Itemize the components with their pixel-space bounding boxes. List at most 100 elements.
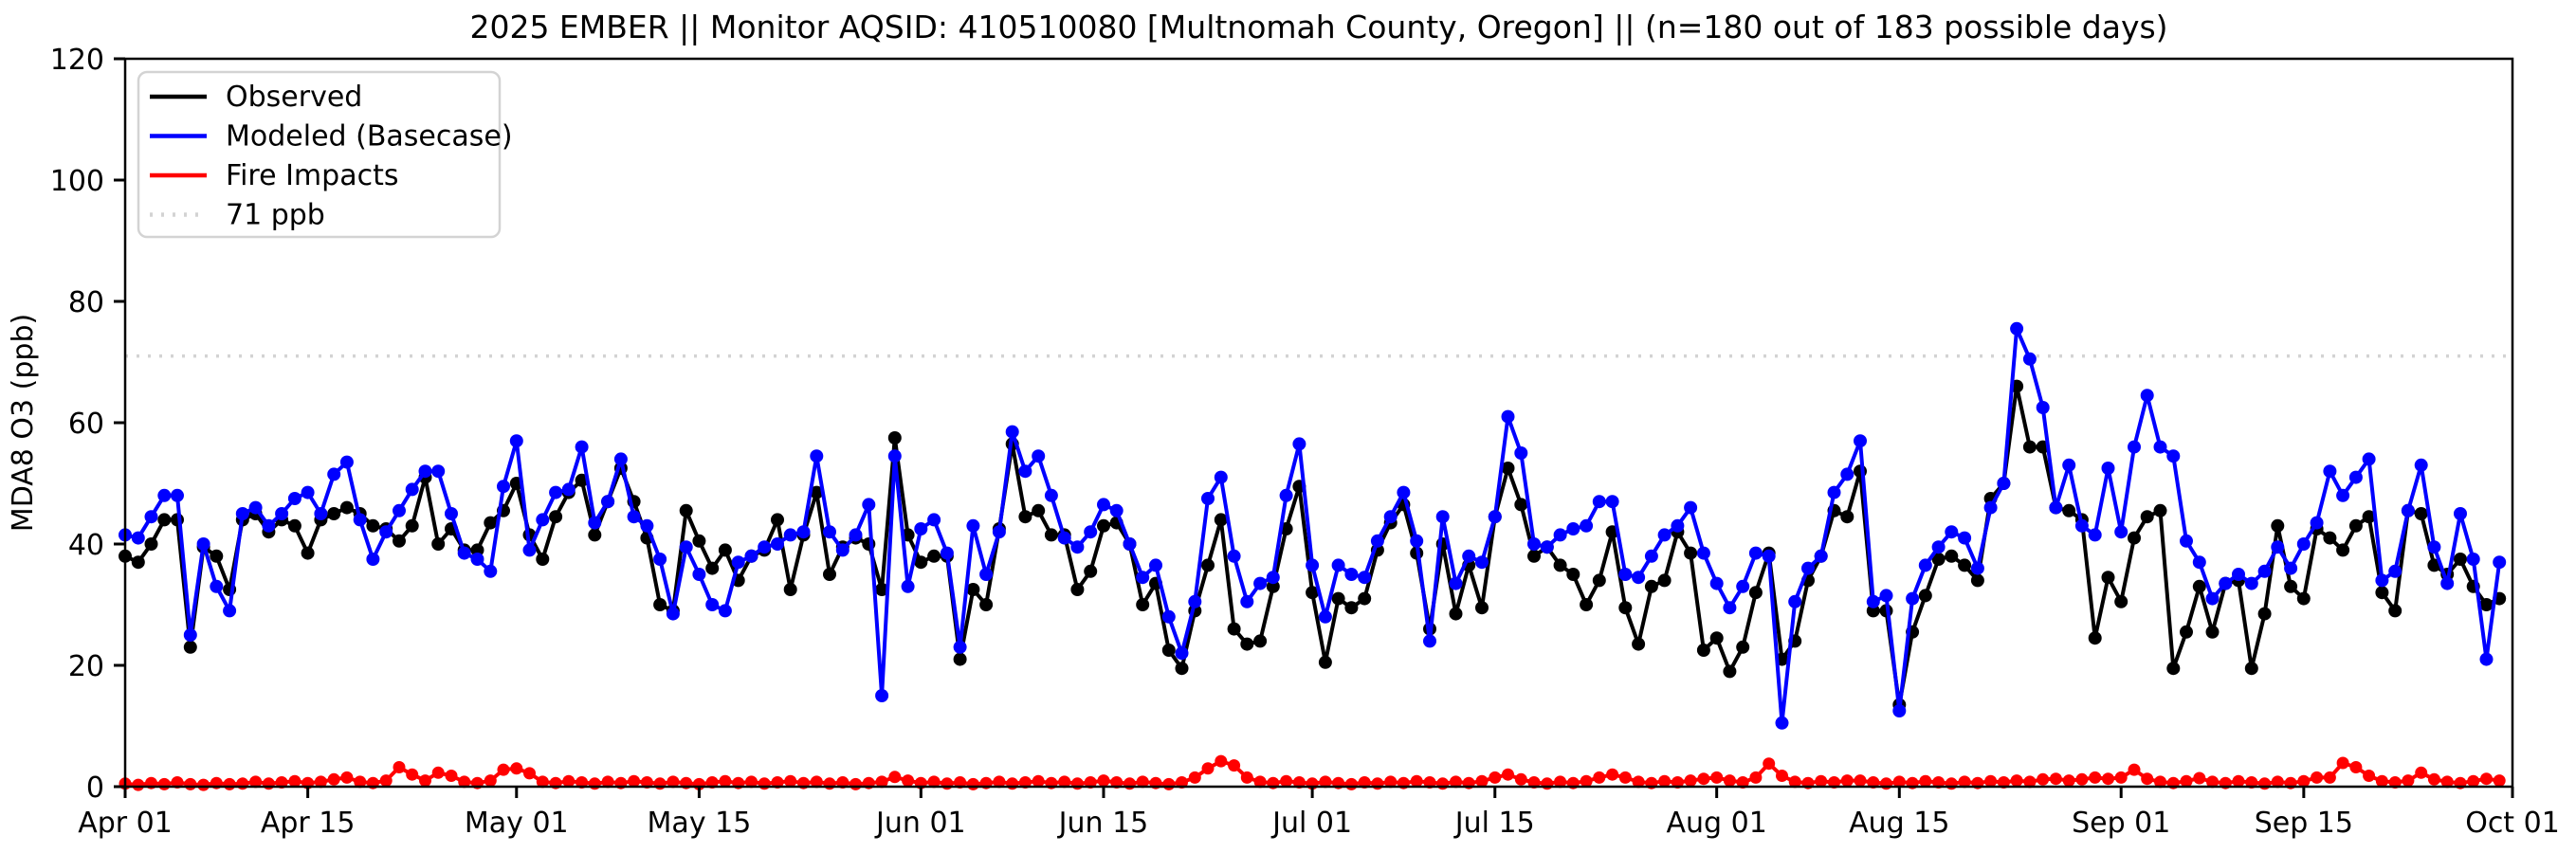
data-point	[1215, 754, 1228, 768]
data-point	[2037, 772, 2050, 786]
data-point	[1632, 571, 1646, 585]
data-point	[2493, 774, 2506, 788]
data-point	[393, 761, 406, 773]
data-point	[1228, 759, 1241, 772]
data-point	[2466, 553, 2480, 566]
data-point	[354, 775, 367, 789]
data-point	[1214, 513, 1228, 527]
data-point	[1123, 537, 1137, 551]
data-point	[2205, 591, 2220, 606]
data-point	[536, 775, 549, 789]
data-point	[1292, 437, 1306, 451]
data-point	[653, 598, 667, 611]
data-point	[1331, 591, 1345, 606]
data-point	[171, 488, 184, 502]
data-point	[457, 546, 471, 560]
data-point	[1854, 774, 1867, 788]
data-point	[2128, 763, 2141, 776]
data-point	[2062, 458, 2076, 472]
data-point	[1592, 495, 1606, 509]
data-point	[1266, 571, 1280, 585]
data-point	[679, 503, 693, 517]
data-point	[940, 546, 954, 560]
data-point	[157, 777, 171, 790]
data-point	[1449, 607, 1463, 621]
data-point	[1488, 510, 1502, 524]
data-point	[132, 778, 145, 791]
data-point	[2206, 775, 2219, 789]
data-point	[2427, 558, 2441, 572]
legend-item-label: 71 ppb	[226, 199, 325, 232]
data-point	[1018, 464, 1032, 479]
data-point	[744, 549, 758, 563]
data-point	[783, 583, 797, 596]
y-axis-label: MDA8 O3 (ppb)	[7, 314, 40, 532]
data-point	[1475, 774, 1489, 788]
data-point	[771, 537, 784, 551]
data-point	[1983, 500, 1998, 515]
data-point	[223, 604, 237, 618]
data-point	[431, 464, 446, 479]
data-point	[2271, 518, 2285, 533]
data-point	[1240, 637, 1254, 651]
data-point	[1606, 768, 1619, 781]
data-point	[1906, 591, 1920, 606]
data-point	[549, 510, 563, 524]
data-point	[2388, 604, 2402, 618]
data-point	[888, 771, 902, 784]
data-point	[236, 777, 249, 790]
data-point	[1502, 768, 1514, 781]
data-point	[1984, 774, 1998, 788]
data-point	[992, 525, 1006, 539]
data-point	[2427, 540, 2441, 554]
data-point	[2102, 772, 2114, 786]
data-point	[484, 774, 497, 788]
data-point	[405, 518, 419, 533]
data-point	[875, 583, 889, 596]
data-point	[2296, 537, 2311, 551]
data-point	[2348, 470, 2363, 484]
data-point	[1044, 528, 1058, 542]
data-point	[1032, 503, 1046, 517]
data-point	[1970, 573, 1984, 588]
data-point	[1709, 631, 1724, 645]
x-tick-label: Aug 01	[1667, 807, 1767, 840]
data-point	[484, 516, 498, 530]
data-point	[458, 775, 471, 789]
data-point	[2271, 540, 2285, 554]
data-point	[1644, 579, 1658, 593]
data-point	[1736, 640, 1750, 654]
data-point	[2479, 598, 2494, 611]
data-point	[588, 528, 602, 542]
data-point	[1527, 549, 1541, 563]
data-point	[1541, 777, 1554, 790]
data-point	[1449, 576, 1463, 590]
data-point	[1136, 598, 1150, 611]
data-point	[2297, 774, 2311, 788]
data-point	[1057, 531, 1071, 545]
data-point	[1253, 775, 1267, 789]
data-point	[2166, 662, 2181, 676]
legend-item-label: Observed	[226, 81, 362, 114]
data-point	[1124, 777, 1136, 790]
data-point	[1136, 775, 1149, 789]
data-point	[771, 513, 784, 527]
data-point	[327, 772, 340, 786]
data-point	[1723, 664, 1737, 679]
y-tick-label: 0	[86, 771, 104, 805]
data-point	[2074, 518, 2089, 533]
data-point	[1058, 775, 1071, 789]
data-point	[1358, 571, 1372, 585]
data-point	[1632, 775, 1645, 789]
data-point	[2088, 528, 2102, 542]
data-point	[2192, 555, 2206, 570]
data-point	[1762, 549, 1776, 563]
data-point	[1919, 774, 1932, 788]
data-point	[1097, 518, 1110, 533]
data-point	[1684, 546, 1698, 560]
data-point	[1918, 558, 1932, 572]
data-point	[1814, 549, 1828, 563]
chart-title: 2025 EMBER || Monitor AQSID: 410510080 […	[469, 9, 2167, 45]
data-point	[1580, 598, 1594, 611]
data-point	[1097, 774, 1110, 788]
